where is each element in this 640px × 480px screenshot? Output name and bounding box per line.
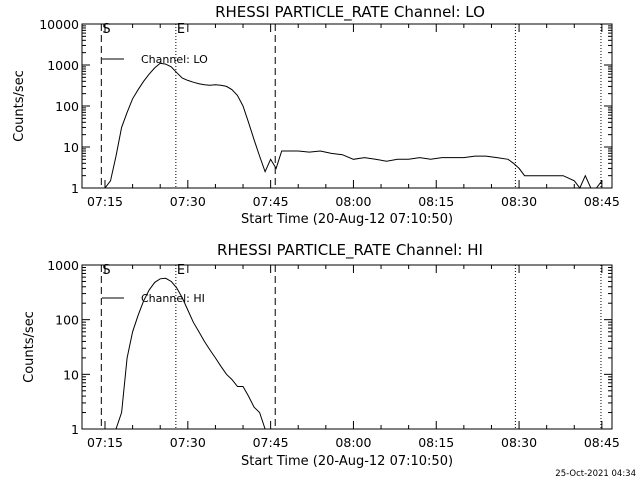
- y-tick-label: 1000: [47, 258, 79, 273]
- x-tick-label: 08:15: [418, 435, 454, 450]
- event-marker-label: S: [102, 22, 110, 37]
- series-line-hi: [115, 277, 266, 430]
- y-axis-label-lo: Counts/sec: [12, 70, 27, 142]
- x-tick-label: 07:45: [253, 194, 289, 209]
- x-tick-label: 08:30: [501, 435, 537, 450]
- legend-lo: Channel: LO: [102, 53, 208, 66]
- x-tick-label: 07:30: [170, 194, 206, 209]
- x-tick-label: 08:15: [418, 194, 454, 209]
- event-marker-label: E: [177, 263, 185, 278]
- x-tick-label: 07:15: [87, 194, 123, 209]
- x-tick-label: 08:00: [335, 194, 371, 209]
- event-marker-label: S: [102, 263, 110, 278]
- x-tick-label: 07:45: [253, 435, 289, 450]
- legend-label-hi: Channel: HI: [141, 292, 205, 305]
- x-tick-label: 08:00: [335, 435, 371, 450]
- legend-hi: Channel: HI: [102, 292, 205, 305]
- x-ticks-hi: 07:15 07:30 07:45 08:00 08:15 08:30 08:45: [87, 265, 620, 450]
- x-tick-label: 08:30: [501, 194, 537, 209]
- x-axis-label-hi: Start Time (20-Aug-12 07:10:50): [241, 454, 453, 469]
- x-axis-label-lo: Start Time (20-Aug-12 07:10:50): [241, 212, 453, 227]
- y-tick-label: 10000: [39, 17, 79, 32]
- y-tick-label: 100: [55, 99, 79, 114]
- x-tick-label: 07:15: [87, 435, 123, 450]
- y-ticks-lo: 1 10 100 1000 10000: [39, 17, 612, 196]
- x-tick-label: 08:45: [584, 194, 620, 209]
- footer-timestamp: 25-Oct-2021 04:34: [555, 469, 636, 479]
- y-tick-label: 1: [71, 422, 79, 437]
- series-line-lo: [82, 62, 603, 189]
- y-tick-label: 10: [63, 367, 79, 382]
- y-ticks-hi: 1 10 100 1000: [47, 258, 612, 437]
- panel-lo: RHESSI PARTICLE_RATE Channel: LO Counts/…: [12, 3, 620, 227]
- y-tick-label: 100: [55, 313, 79, 328]
- plot-frame-lo: [81, 23, 613, 189]
- y-tick-label: 10: [63, 140, 79, 155]
- panel-hi: RHESSI PARTICLE_RATE Channel: HI Counts/…: [22, 241, 620, 469]
- y-tick-label: 1: [71, 181, 79, 196]
- x-tick-label: 07:30: [170, 435, 206, 450]
- plot-frame-hi: [81, 264, 613, 430]
- x-tick-label: 08:45: [584, 435, 620, 450]
- chart-title-lo: RHESSI PARTICLE_RATE Channel: LO: [215, 3, 485, 22]
- y-axis-label-hi: Counts/sec: [22, 311, 37, 383]
- x-ticks-lo: 07:15 07:30 07:45 08:00 08:15 08:30 08:45: [87, 24, 620, 209]
- chart-title-hi: RHESSI PARTICLE_RATE Channel: HI: [217, 241, 483, 260]
- event-marker-label: E: [177, 22, 185, 37]
- y-tick-label: 1000: [47, 58, 79, 73]
- legend-label-lo: Channel: LO: [141, 53, 208, 66]
